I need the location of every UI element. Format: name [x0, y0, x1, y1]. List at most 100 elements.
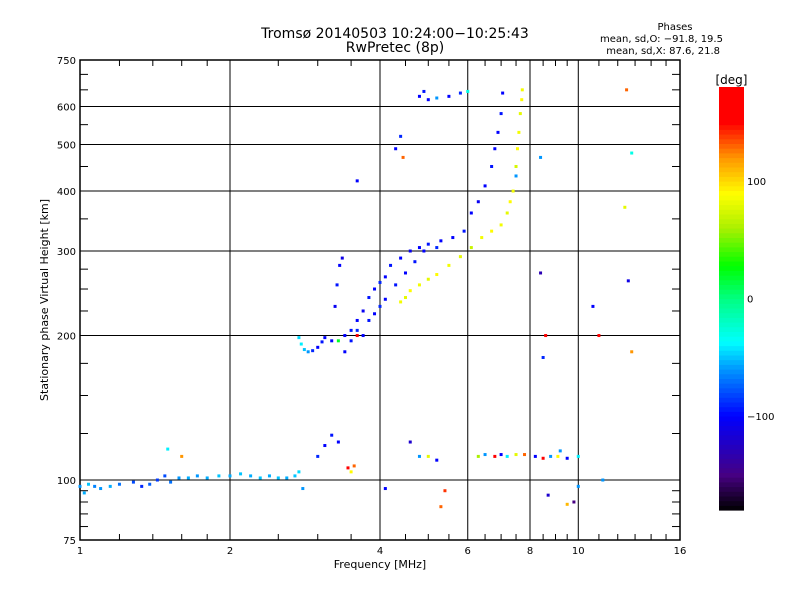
- data-point: [408, 440, 412, 444]
- data-point: [140, 484, 144, 488]
- colorbar-segment: [719, 199, 744, 206]
- data-point: [108, 484, 112, 488]
- data-point: [399, 300, 403, 304]
- data-point: [426, 277, 430, 281]
- data-point: [349, 470, 353, 474]
- data-point: [239, 472, 243, 476]
- colorbar-segment: [719, 481, 744, 488]
- data-point: [408, 289, 412, 293]
- data-point: [408, 249, 412, 253]
- data-point: [451, 236, 455, 240]
- x-tick-label: 4: [377, 546, 383, 557]
- data-point: [355, 328, 359, 332]
- colorbar-segment: [719, 444, 744, 450]
- colorbar-segment: [719, 256, 744, 262]
- phase-stats-o: mean, sd,O: −91.8, 19.5: [600, 34, 723, 45]
- colorbar-segment: [719, 157, 744, 163]
- data-point: [333, 304, 337, 308]
- colorbar-segment: [719, 129, 744, 135]
- data-point: [343, 350, 347, 354]
- data-point: [186, 476, 190, 480]
- data-point: [572, 500, 576, 504]
- colorbar-segment: [719, 185, 744, 191]
- data-point: [249, 474, 253, 478]
- colorbar-segment: [719, 505, 744, 511]
- colorbar-segment: [719, 331, 744, 337]
- colorbar-segment: [719, 354, 744, 361]
- data-point: [99, 487, 103, 491]
- data-point: [228, 474, 232, 478]
- data-point: [505, 454, 509, 458]
- data-point: [297, 336, 301, 340]
- colorbar-segment: [719, 162, 744, 168]
- colorbar-segment: [719, 176, 744, 182]
- data-point: [338, 263, 342, 267]
- colorbar-segment: [719, 336, 744, 342]
- data-point: [299, 342, 303, 346]
- data-point: [276, 476, 280, 480]
- data-point: [399, 256, 403, 260]
- y-tick-label: 300: [57, 247, 76, 258]
- colorbar-segment: [719, 430, 744, 436]
- data-point: [630, 350, 634, 354]
- colorbar-segment: [719, 448, 744, 455]
- chart-title: Tromsø 20140503 10:24:00−10:25:43: [261, 26, 529, 42]
- data-point: [330, 433, 334, 437]
- data-point: [426, 454, 430, 458]
- x-axis-label: Frequency [MHz]: [334, 558, 426, 571]
- colorbar-segment: [719, 134, 744, 140]
- colorbar-segment: [719, 237, 744, 243]
- data-point: [499, 112, 503, 116]
- colorbar-segment: [719, 218, 744, 224]
- data-point: [476, 454, 480, 458]
- colorbar-segment: [719, 110, 744, 116]
- colorbar-segment: [719, 242, 744, 248]
- data-point: [435, 246, 439, 250]
- data-point: [323, 336, 327, 340]
- data-point: [267, 474, 271, 478]
- colorbar-segment: [719, 289, 744, 295]
- colorbar-segment: [719, 434, 744, 441]
- data-point: [439, 505, 443, 509]
- colorbar-tick-label: 100: [747, 177, 766, 188]
- data-point: [131, 480, 135, 484]
- colorbar-segment: [719, 439, 744, 445]
- colorbar-segment: [719, 96, 744, 102]
- data-point: [361, 309, 365, 313]
- colorbar-segment: [719, 279, 744, 285]
- data-point: [520, 98, 524, 102]
- y-tick-label: 750: [57, 56, 76, 67]
- data-point: [330, 339, 334, 343]
- colorbar-segment: [719, 260, 744, 267]
- colorbar-segment: [719, 317, 744, 323]
- x-tick-label: 2: [227, 546, 233, 557]
- x-tick-label: 6: [465, 546, 471, 557]
- data-point: [205, 476, 209, 480]
- data-point: [399, 134, 403, 138]
- colorbar-segment: [719, 251, 744, 257]
- data-point: [496, 130, 500, 134]
- data-point: [163, 474, 167, 478]
- data-point: [490, 164, 494, 168]
- colorbar-segment: [719, 101, 744, 107]
- data-point: [520, 88, 524, 92]
- data-point: [346, 466, 350, 470]
- data-point: [302, 348, 306, 352]
- data-point: [166, 447, 170, 451]
- colorbar-segment: [719, 383, 744, 389]
- colorbar-segment: [719, 171, 744, 177]
- data-point: [394, 283, 398, 287]
- colorbar-segment: [719, 373, 744, 379]
- data-point: [630, 151, 634, 155]
- data-point: [389, 263, 393, 267]
- data-point: [335, 283, 339, 287]
- data-point: [417, 283, 421, 287]
- data-point: [383, 487, 387, 491]
- y-tick-label: 100: [57, 476, 76, 487]
- data-point: [626, 279, 630, 283]
- data-point: [518, 112, 522, 116]
- data-point: [511, 189, 515, 193]
- data-point: [576, 454, 580, 458]
- data-point: [558, 449, 562, 453]
- data-point: [523, 453, 527, 457]
